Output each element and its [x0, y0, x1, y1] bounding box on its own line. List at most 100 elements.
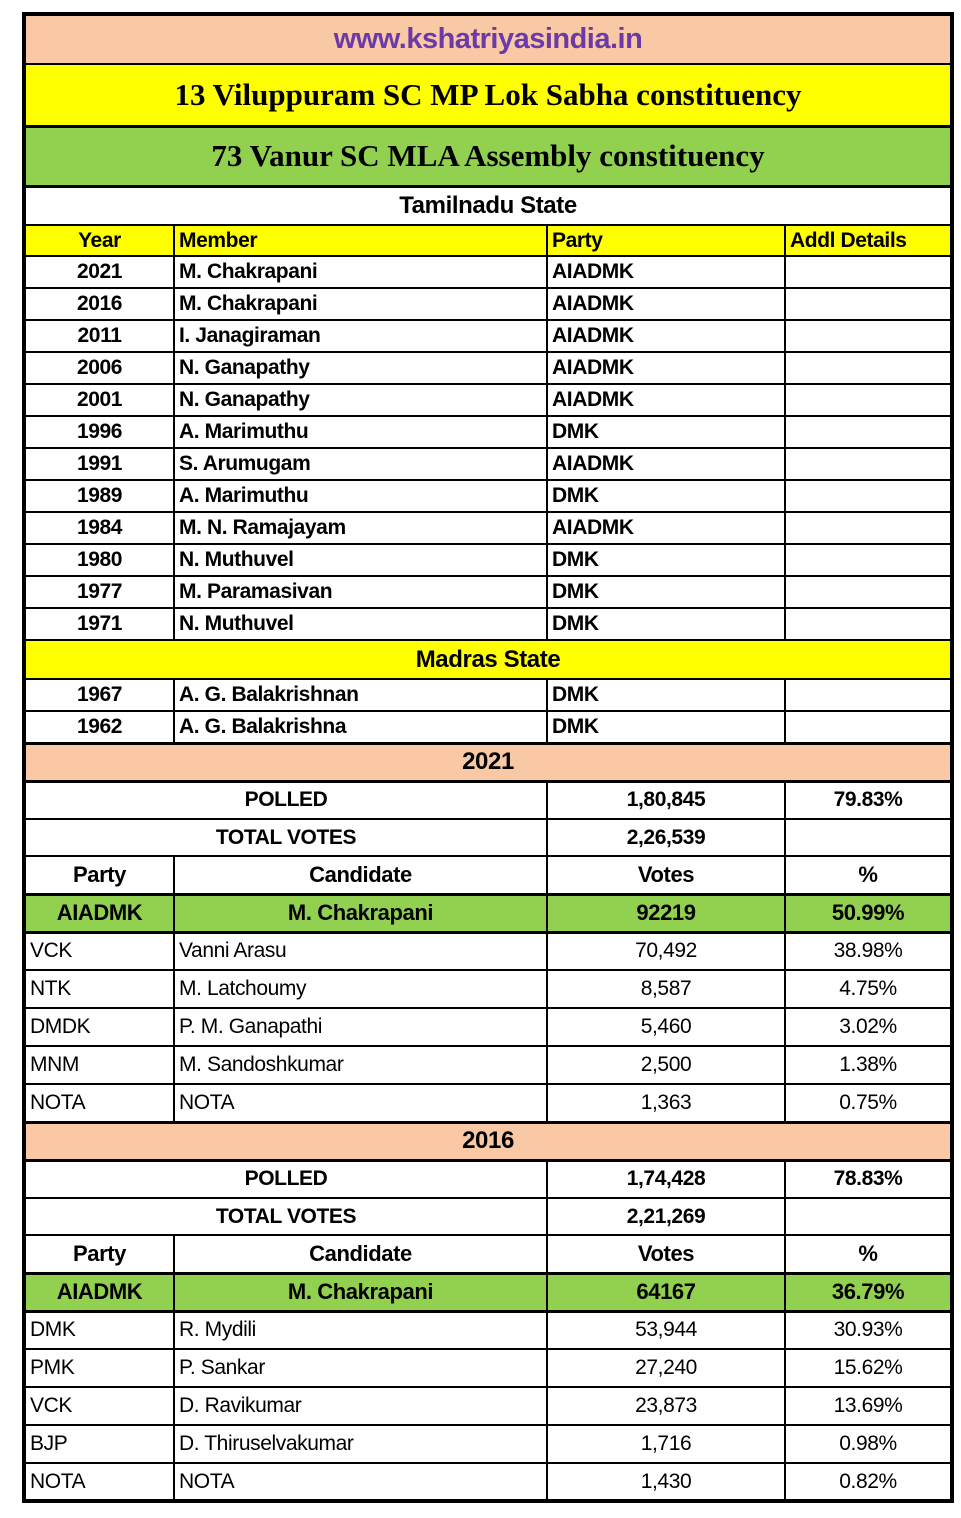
candidate-party: DMDK	[23, 1007, 175, 1047]
candidate-percent: 3.02%	[783, 1007, 954, 1047]
candidate-row: DMDK P. M. Ganapathi 5,460 3.02%	[23, 1007, 954, 1047]
member-row: 1977 M. Paramasivan DMK	[23, 575, 954, 609]
candidate-name: M. Sandoshkumar	[173, 1045, 548, 1085]
candidate-name: D. Thiruselvakumar	[173, 1424, 548, 1464]
candidate-percent: 15.62%	[783, 1348, 954, 1388]
candidate-party: PMK	[23, 1348, 175, 1388]
member-name: M. Paramasivan	[173, 575, 548, 609]
candidate-party: VCK	[23, 1386, 175, 1426]
candidate-votes: 1,430	[546, 1462, 786, 1502]
candidate-name: P. M. Ganapathi	[173, 1007, 548, 1047]
addl-details-cell	[783, 415, 954, 449]
candidate-votes: 23,873	[546, 1386, 786, 1426]
col-header-votes: Votes	[546, 1234, 786, 1275]
member-name: N. Muthuvel	[173, 543, 548, 577]
addl-details-cell	[783, 351, 954, 385]
candidate-percent: 13.69%	[783, 1386, 954, 1426]
member-name: I. Janagiraman	[173, 319, 548, 353]
member-row: 1971 N. Muthuvel DMK	[23, 607, 954, 641]
member-row: 1980 N. Muthuvel DMK	[23, 543, 954, 577]
addl-details-cell	[783, 383, 954, 417]
tamilnadu-state-banner: Tamilnadu State	[22, 185, 954, 226]
winner-percent: 50.99%	[783, 892, 954, 934]
total-votes-row: TOTAL VOTES 2,21,269	[23, 1197, 954, 1236]
addl-details-cell	[783, 511, 954, 545]
candidate-votes: 1,363	[546, 1083, 786, 1123]
member-name: M. Chakrapani	[173, 287, 548, 321]
member-row: 2001 N. Ganapathy AIADMK	[23, 383, 954, 417]
election-year-label: 2016	[22, 1120, 954, 1162]
addl-details-cell	[783, 575, 954, 609]
col-header-party: Party	[23, 855, 175, 896]
candidate-party: BJP	[23, 1424, 175, 1464]
member-name: N. Ganapathy	[173, 383, 548, 417]
member-row: 1967 A. G. Balakrishnan DMK	[23, 678, 954, 712]
col-header-addl-details: Addl Details	[783, 224, 954, 257]
candidate-row: NOTA NOTA 1,363 0.75%	[23, 1083, 954, 1123]
candidate-row: NOTA NOTA 1,430 0.82%	[23, 1462, 954, 1502]
col-header-votes: Votes	[546, 855, 786, 896]
polled-votes: 1,74,428	[546, 1159, 786, 1199]
winner-party: AIADMK	[23, 1271, 175, 1313]
candidate-votes: 1,716	[546, 1424, 786, 1464]
addl-details-cell	[783, 543, 954, 577]
member-year: 1991	[23, 447, 175, 481]
candidate-percent: 0.75%	[783, 1083, 954, 1123]
col-header-year: Year	[23, 224, 175, 257]
col-header-party: Party	[23, 1234, 175, 1275]
member-year: 2021	[23, 255, 175, 289]
candidate-votes: 70,492	[546, 931, 786, 971]
col-header-candidate: Candidate	[173, 1234, 548, 1275]
empty-cell	[783, 818, 954, 857]
candidate-percent: 0.82%	[783, 1462, 954, 1502]
member-party: DMK	[546, 415, 786, 449]
col-header-percent: %	[783, 855, 954, 896]
winner-percent: 36.79%	[783, 1271, 954, 1313]
candidate-party: DMK	[23, 1310, 175, 1350]
member-party: AIADMK	[546, 383, 786, 417]
members-header-row: Year Member Party Addl Details	[23, 224, 954, 257]
col-header-candidate: Candidate	[173, 855, 548, 896]
col-header-party: Party	[546, 224, 786, 257]
madras-state-banner: Madras State	[22, 639, 954, 680]
member-year: 1977	[23, 575, 175, 609]
total-votes-label: TOTAL VOTES	[23, 818, 548, 857]
col-header-member: Member	[173, 224, 548, 257]
member-row: 2011 I. Janagiraman AIADMK	[23, 319, 954, 353]
polled-label: POLLED	[23, 1159, 548, 1199]
polled-row: POLLED 1,74,428 78.83%	[23, 1159, 954, 1199]
total-votes-value: 2,21,269	[546, 1197, 786, 1236]
candidates-header-row: Party Candidate Votes %	[23, 1234, 954, 1275]
tamilnadu-state-label: Tamilnadu State	[22, 185, 954, 226]
member-party: DMK	[546, 607, 786, 641]
site-url-link[interactable]: www.kshatriyasindia.in	[333, 23, 643, 55]
addl-details-cell	[783, 447, 954, 481]
member-row: 2021 M. Chakrapani AIADMK	[23, 255, 954, 289]
member-name: S. Arumugam	[173, 447, 548, 481]
winner-votes: 64167	[546, 1271, 786, 1313]
member-name: N. Ganapathy	[173, 351, 548, 385]
candidates-header-row: Party Candidate Votes %	[23, 855, 954, 896]
member-party: AIADMK	[546, 319, 786, 353]
winner-party: AIADMK	[23, 892, 175, 934]
candidate-name: M. Latchoumy	[173, 969, 548, 1009]
member-name: M. Chakrapani	[173, 255, 548, 289]
addl-details-cell	[783, 607, 954, 641]
member-year: 1980	[23, 543, 175, 577]
candidate-row: PMK P. Sankar 27,240 15.62%	[23, 1348, 954, 1388]
member-party: AIADMK	[546, 351, 786, 385]
polled-label: POLLED	[23, 780, 548, 820]
election-year-banner-2016: 2016	[22, 1120, 954, 1162]
candidate-name: Vanni Arasu	[173, 931, 548, 971]
candidate-votes: 2,500	[546, 1045, 786, 1085]
member-row: 1996 A. Marimuthu DMK	[23, 415, 954, 449]
mla-constituency-title: 73 Vanur SC MLA Assembly constituency	[22, 125, 954, 188]
member-party: AIADMK	[546, 255, 786, 289]
candidate-percent: 0.98%	[783, 1424, 954, 1464]
member-year: 2016	[23, 287, 175, 321]
candidate-name: R. Mydili	[173, 1310, 548, 1350]
member-name: A. Marimuthu	[173, 479, 548, 513]
candidate-votes: 5,460	[546, 1007, 786, 1047]
member-row: 1984 M. N. Ramajayam AIADMK	[23, 511, 954, 545]
winner-votes: 92219	[546, 892, 786, 934]
